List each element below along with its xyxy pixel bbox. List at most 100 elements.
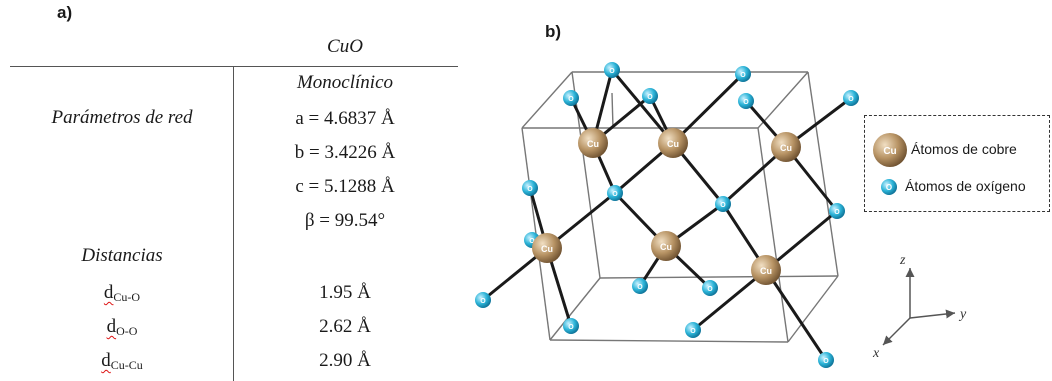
copper-atom — [532, 233, 562, 263]
distance-symbol: d — [106, 316, 117, 337]
cell-edge — [521, 71, 573, 129]
distance-cu-o-value: 1.95 Å — [319, 282, 371, 303]
oxygen-atom-label: O — [823, 358, 829, 365]
lattice-a: a = 4.6837 Å — [295, 108, 395, 129]
unit-cell-edges — [521, 71, 839, 343]
oxygen-atom-icon — [881, 179, 897, 195]
y-axis-label: y — [958, 307, 967, 322]
oxygen-atom — [735, 66, 751, 82]
distance-cu-cu-value: 2.90 Å — [319, 350, 371, 371]
cell-edge — [549, 339, 789, 343]
distance-o-o-label: dO-O — [107, 316, 138, 339]
copper-atom — [651, 231, 681, 261]
oxygen-atom-label: O — [740, 72, 746, 79]
y-axis-arrow — [909, 309, 956, 319]
copper-atom-label: Cu — [667, 139, 679, 149]
oxygen-atom-label: O — [527, 186, 533, 193]
oxygen-atom — [632, 278, 648, 294]
oxygen-atom — [685, 322, 701, 338]
bond — [671, 72, 745, 145]
oxygen-symbol: O — [886, 183, 892, 192]
bond — [610, 68, 675, 145]
oxygen-atom — [563, 90, 579, 106]
oxygen-atom — [604, 62, 620, 78]
oxygen-atom-label: O — [637, 284, 643, 291]
oxygen-atom-label: O — [568, 96, 574, 103]
distance-subscript: O-O — [116, 324, 138, 338]
cell-edge — [757, 127, 789, 343]
distance-cu-cu-label: dCu-Cu — [101, 350, 143, 373]
oxygen-atom-label: O — [690, 328, 696, 335]
distances-label: Distancias — [81, 245, 163, 266]
oxygen-atom — [715, 196, 731, 212]
legend-oxygen-label: Átomos de oxígeno — [905, 178, 1026, 194]
oxygen-atom — [475, 292, 491, 308]
oxygen-atom-label: O — [609, 68, 615, 75]
oxygen-atom — [642, 88, 658, 104]
cell-edge — [599, 275, 839, 279]
oxygen-atom-label: O — [480, 298, 486, 305]
oxygen-atom — [843, 90, 859, 106]
bond — [764, 268, 828, 362]
cell-edge — [611, 92, 614, 129]
copper-symbol: Cu — [883, 146, 896, 157]
copper-atom-label: Cu — [780, 143, 792, 153]
z-axis-label: z — [899, 253, 906, 268]
distance-symbol: d — [103, 282, 114, 303]
axes-indicator: z y x — [872, 253, 967, 361]
bond — [691, 268, 768, 332]
oxygen-atom-label: O — [743, 99, 749, 106]
oxygen-atom-label: O — [834, 209, 840, 216]
copper-atom-icon — [873, 133, 907, 167]
bonds — [481, 68, 853, 362]
copper-atom-label: Cu — [760, 266, 772, 276]
distance-subscript: Cu-O — [113, 290, 141, 304]
distance-cu-o-label: dCu-O — [104, 282, 140, 305]
oxygen-atom — [738, 93, 754, 109]
cell-edge — [787, 275, 839, 343]
cell-edge — [549, 277, 601, 341]
oxygen-atom-label: O — [707, 286, 713, 293]
copper-atom — [658, 128, 688, 158]
oxygen-atom-label: O — [848, 96, 854, 103]
oxygen-atom-label: O — [529, 238, 535, 245]
lattice-beta: β = 99.54° — [304, 210, 386, 231]
oxygen-atom-label: O — [720, 202, 726, 209]
x-axis-label: x — [872, 346, 880, 361]
oxygen-atom — [702, 280, 718, 296]
panel-b-label: b) — [545, 22, 562, 41]
cell-edge — [757, 71, 809, 129]
legend-copper-icon: Cu — [873, 133, 907, 167]
lattice-c: c = 5.1288 Å — [295, 176, 395, 197]
oxygen-atom-label: O — [647, 94, 653, 101]
copper-atom — [578, 128, 608, 158]
x-axis-arrow — [882, 317, 911, 346]
table-top-rule — [10, 66, 458, 67]
oxygen-atom — [563, 318, 579, 334]
oxygen-atom-label: O — [612, 191, 618, 198]
crystal-system: Monoclínico — [296, 72, 394, 93]
atoms: O O O O O O O O O O O O O O O O O Cu Cu Cu Cu Cu Cu — [475, 62, 859, 368]
oxygen-atom — [829, 203, 845, 219]
oxygen-atom — [818, 352, 834, 368]
panel-a-label: a) — [57, 3, 73, 22]
oxygen-atom — [522, 180, 538, 196]
legend-copper-label: Átomos de cobre — [911, 141, 1017, 157]
distance-symbol: d — [101, 350, 111, 371]
distance-subscript: Cu-Cu — [110, 358, 143, 372]
legend-box — [864, 115, 1050, 212]
oxygen-atom — [607, 185, 623, 201]
oxygen-atom-label: O — [568, 324, 574, 331]
copper-atom-label: Cu — [541, 244, 553, 254]
table-column-divider — [233, 66, 234, 381]
compound-header: CuO — [327, 36, 363, 57]
copper-atom-label: Cu — [660, 242, 672, 252]
copper-atom — [771, 132, 801, 162]
copper-atom-label: Cu — [587, 139, 599, 149]
bond — [764, 209, 839, 272]
copper-atom — [751, 255, 781, 285]
cell-edge — [807, 71, 839, 277]
lattice-parameters-label: Parámetros de red — [51, 107, 193, 128]
lattice-b: b = 3.4226 Å — [294, 142, 396, 163]
